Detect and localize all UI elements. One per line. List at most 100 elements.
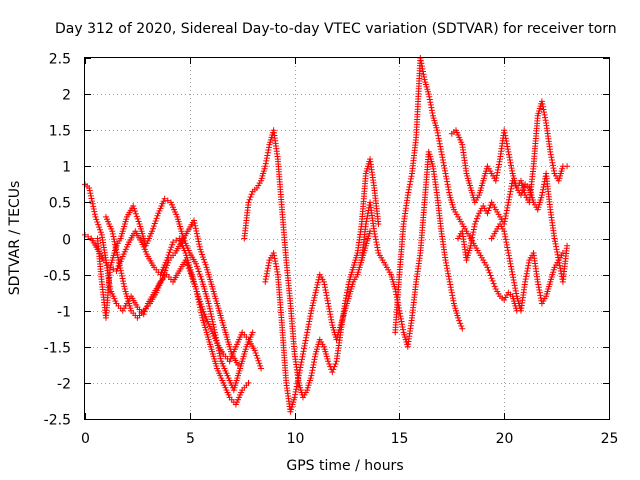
data-point [262,163,269,170]
interpolated-points [523,194,531,203]
interpolated-points [216,310,228,333]
interpolated-points [494,223,502,232]
interpolated-points [510,295,520,312]
interpolated-points [231,367,243,391]
data-point [484,264,491,271]
interpolated-points [371,187,382,225]
interpolated-points [102,259,112,268]
data-point [115,257,122,264]
interpolated-points [477,252,485,261]
interpolated-points [413,252,423,283]
interpolated-points [246,191,255,203]
y-tick-label: 0.5 [49,196,71,212]
interpolated-points [228,396,237,406]
data-point [251,347,258,354]
interpolated-points [351,274,360,283]
interpolated-points [501,202,511,225]
data-point [197,246,204,253]
data-point [235,361,242,368]
data-point [564,242,571,249]
interpolated-points [505,151,516,174]
interpolated-points [229,353,240,366]
interpolated-points [288,396,297,413]
interpolated-points [381,259,389,268]
data-point [509,271,516,278]
interpolated-points [472,212,481,225]
interpolated-points [86,187,98,218]
interpolated-points [417,201,428,254]
data-point [304,329,311,336]
interpolated-points [540,295,548,305]
interpolated-points [304,375,314,391]
interpolated-points [164,197,171,204]
x-tick-label: 20 [496,431,514,447]
interpolated-points [548,266,557,283]
interpolated-points [181,237,192,254]
interpolated-points [326,360,335,373]
interpolated-points [267,252,276,261]
interpolated-points [447,281,457,304]
interpolated-points [527,187,536,203]
data-point [258,365,265,372]
interpolated-points [505,252,516,275]
interpolated-points [527,252,536,261]
data-point [312,289,319,296]
interpolated-points [510,180,519,189]
interpolated-points [252,349,264,369]
interpolated-points [198,248,209,268]
interpolated-points [136,306,145,315]
series-track-3 [94,195,256,394]
interpolated-points [501,129,511,153]
interpolated-points [237,346,249,370]
interpolated-points [275,158,285,211]
interpolated-points [156,198,167,214]
interpolated-points [279,324,290,384]
series-track-8 [392,55,520,336]
interpolated-points [531,201,540,211]
interpolated-points [490,201,498,211]
interpolated-points [94,238,105,283]
interpolated-points [208,328,219,344]
data-point [205,300,212,307]
interpolated-points [385,266,393,276]
interpolated-points [464,172,473,189]
interpolated-points [464,230,473,240]
interpolated-points [275,274,285,326]
data-point [320,278,327,285]
data-point [505,148,512,155]
data-point [308,307,315,314]
data-point [488,275,495,282]
interpolated-points [376,252,385,261]
data-point [517,192,524,199]
interpolated-points [481,205,490,214]
interpolated-points [547,151,557,174]
interpolated-points [188,252,198,265]
interpolated-points [481,259,490,268]
data-point [375,221,382,228]
interpolated-points [358,173,369,225]
interpolated-points [208,346,220,370]
interpolated-points [173,241,184,254]
interpolated-points [200,317,214,348]
interpolated-points [148,291,159,305]
interpolated-points [367,158,377,189]
interpolated-points [490,230,498,240]
interpolated-points [318,274,326,283]
interpolated-points [325,303,335,326]
interpolated-points [490,172,498,182]
interpolated-points [146,255,156,269]
data-point [159,275,166,282]
interpolated-points [168,201,180,218]
interpolated-points [287,303,298,355]
data-point [249,329,256,336]
series-track-4 [102,213,242,368]
data-point [325,300,332,307]
interpolated-points [133,230,144,243]
interpolated-points [346,266,356,283]
data-point [149,228,156,235]
interpolated-points [405,317,415,348]
data-point [501,127,508,134]
data-point [434,127,441,134]
interpolated-points [139,241,150,258]
